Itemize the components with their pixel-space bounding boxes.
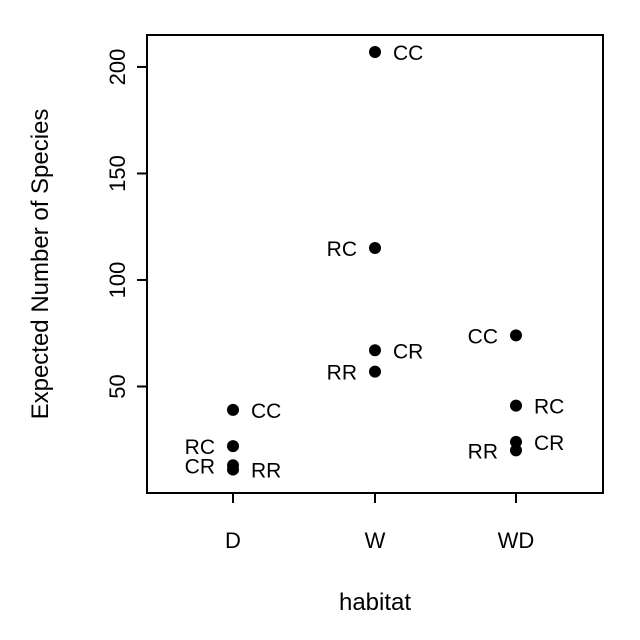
data-point-D-CC bbox=[227, 403, 239, 416]
data-point-WD-CC bbox=[510, 329, 522, 342]
point-label: RC bbox=[327, 238, 357, 261]
data-point-WD-RC bbox=[510, 399, 522, 412]
data-point-D-RC bbox=[227, 440, 239, 453]
y-tick-label: 50 bbox=[105, 374, 130, 398]
y-axis: 50 100 150 200 bbox=[105, 49, 147, 399]
data-point-W-RC bbox=[369, 242, 381, 255]
point-label: RR bbox=[251, 460, 281, 483]
data-point-D-RR bbox=[227, 463, 239, 476]
point-label: RR bbox=[327, 362, 357, 385]
x-tick-label: W bbox=[365, 528, 386, 553]
point-label: CC bbox=[393, 42, 423, 65]
point-label: CR bbox=[534, 432, 564, 455]
point-label: RR bbox=[468, 440, 498, 463]
y-tick-label: 100 bbox=[105, 262, 130, 299]
point-label: RC bbox=[534, 396, 564, 419]
point-label: CR bbox=[185, 455, 215, 478]
data-point-W-CC bbox=[369, 46, 381, 59]
point-label: CC bbox=[251, 400, 281, 423]
y-tick-label: 200 bbox=[105, 49, 130, 86]
data-point-WD-CR bbox=[510, 435, 522, 448]
y-axis-title: Expected Number of Species bbox=[27, 109, 54, 420]
x-tick-label: WD bbox=[498, 528, 535, 553]
y-tick-label: 150 bbox=[105, 155, 130, 192]
data-point-W-RR bbox=[369, 365, 381, 378]
x-axis: D W WD bbox=[225, 493, 534, 553]
data-point-W-CR bbox=[369, 344, 381, 357]
x-axis-title: habitat bbox=[339, 589, 411, 616]
point-label: RC bbox=[185, 436, 215, 459]
point-label: CR bbox=[393, 340, 423, 363]
data-points bbox=[227, 46, 522, 476]
point-label: CC bbox=[468, 325, 498, 348]
data-point-WD-RR bbox=[510, 444, 522, 457]
plot-frame bbox=[146, 34, 604, 494]
x-tick-label: D bbox=[225, 528, 241, 553]
